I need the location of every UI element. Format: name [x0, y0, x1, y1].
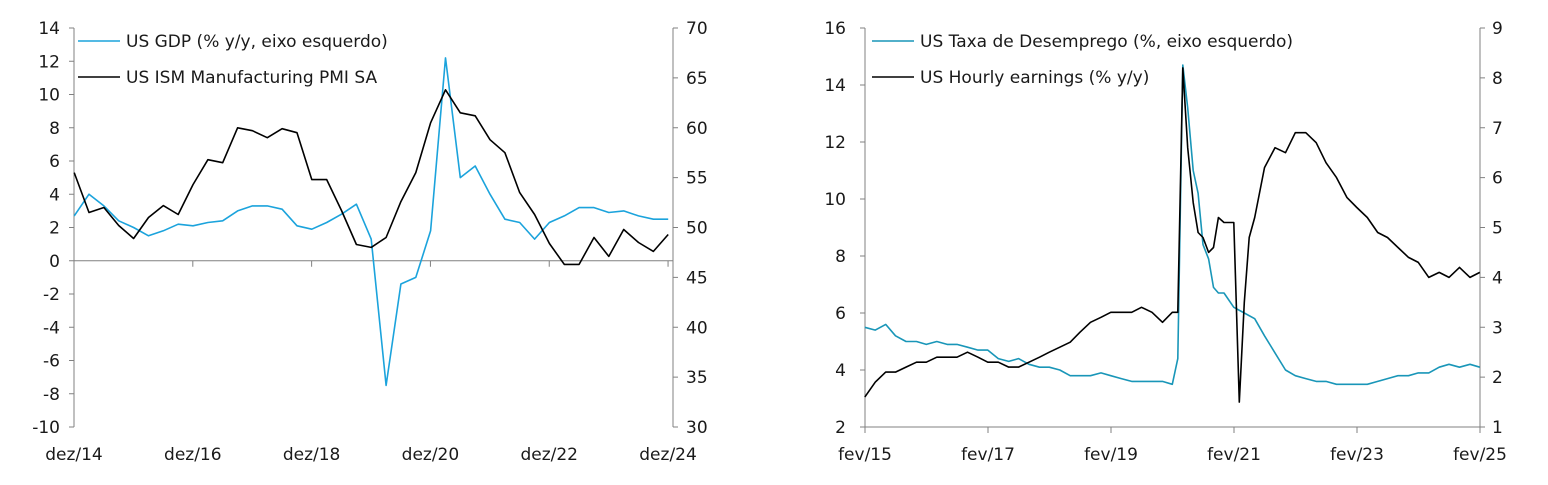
left-y-tick-label: 6	[835, 304, 846, 324]
right-y-tick-label: 7	[1492, 119, 1503, 139]
series-line-1	[73, 57, 669, 387]
x-tick-label: dez/24	[639, 445, 697, 465]
legend-label: US Taxa de Desemprego (%, eixo esquerdo)	[920, 32, 1293, 52]
right-y-tick-label: 35	[686, 368, 708, 388]
left-y-tick-label: -4	[43, 318, 60, 338]
left-y-tick-label: -6	[43, 352, 60, 372]
right-y-tick-label: 30	[686, 418, 708, 438]
right-y-tick-label: 8	[1492, 69, 1503, 89]
left-y-tick-label: 10	[38, 86, 60, 106]
left-y-tick-label: 12	[824, 133, 846, 153]
right-y-tick-label: 3	[1492, 318, 1503, 338]
x-tick-label: dez/20	[402, 445, 460, 465]
right-y-tick-label: 65	[686, 69, 708, 89]
series-line-1	[864, 64, 1481, 386]
x-tick-label: fev/25	[1453, 445, 1507, 465]
x-tick-label: dez/22	[520, 445, 578, 465]
legend-label: US GDP (% y/y, eixo esquerdo)	[126, 32, 388, 52]
right-y-tick-label: 9	[1492, 19, 1503, 39]
x-tick-label: fev/15	[838, 445, 892, 465]
left-y-tick-label: 2	[49, 219, 60, 239]
left-y-tick-label: 4	[835, 361, 846, 381]
right-y-tick-label: 45	[686, 268, 708, 288]
right-y-tick-label: 50	[686, 219, 708, 239]
legend-label: US Hourly earnings (% y/y)	[920, 68, 1149, 88]
left-y-tick-label: 0	[49, 252, 60, 272]
series-line-2	[73, 89, 669, 266]
right-y-tick-label: 6	[1492, 169, 1503, 189]
right-y-tick-label: 5	[1492, 219, 1503, 239]
right-y-tick-label: 4	[1492, 268, 1503, 288]
left-y-tick-label: 14	[824, 76, 846, 96]
right-y-tick-label: 60	[686, 119, 708, 139]
series-line-2	[864, 67, 1481, 403]
x-tick-label: fev/21	[1207, 445, 1261, 465]
left-y-tick-label: 6	[49, 152, 60, 172]
x-tick-label: fev/23	[1330, 445, 1384, 465]
left-y-tick-label: 10	[824, 190, 846, 210]
right-y-tick-label: 2	[1492, 368, 1503, 388]
left-y-tick-label: 4	[49, 185, 60, 205]
chart-gdp-ism: -10 -8 -6 -4 -2 0 2 4 6 8 10 12 14 30 35 40 45 50 55 60 65 70…	[32, 19, 707, 465]
x-tick-label: fev/17	[961, 445, 1015, 465]
x-tick-label: dez/14	[45, 445, 103, 465]
right-y-tick-label: 70	[686, 19, 708, 39]
x-tick-label: dez/18	[283, 445, 341, 465]
left-y-tick-label: 12	[38, 52, 60, 72]
x-tick-label: dez/16	[164, 445, 222, 465]
left-y-tick-label: -2	[43, 285, 60, 305]
left-y-tick-label: -10	[32, 418, 60, 438]
right-y-tick-label: 1	[1492, 418, 1503, 438]
left-y-tick-label: 2	[835, 418, 846, 438]
right-y-tick-label: 40	[686, 318, 708, 338]
legend-label: US ISM Manufacturing PMI SA	[126, 68, 377, 88]
left-y-tick-label: 16	[824, 19, 846, 39]
x-tick-label: fev/19	[1084, 445, 1138, 465]
left-y-tick-label: -8	[43, 385, 60, 405]
left-y-tick-label: 8	[49, 119, 60, 139]
right-y-tick-label: 55	[686, 169, 708, 189]
left-y-tick-label: 14	[38, 19, 60, 39]
left-y-tick-label: 8	[835, 247, 846, 267]
